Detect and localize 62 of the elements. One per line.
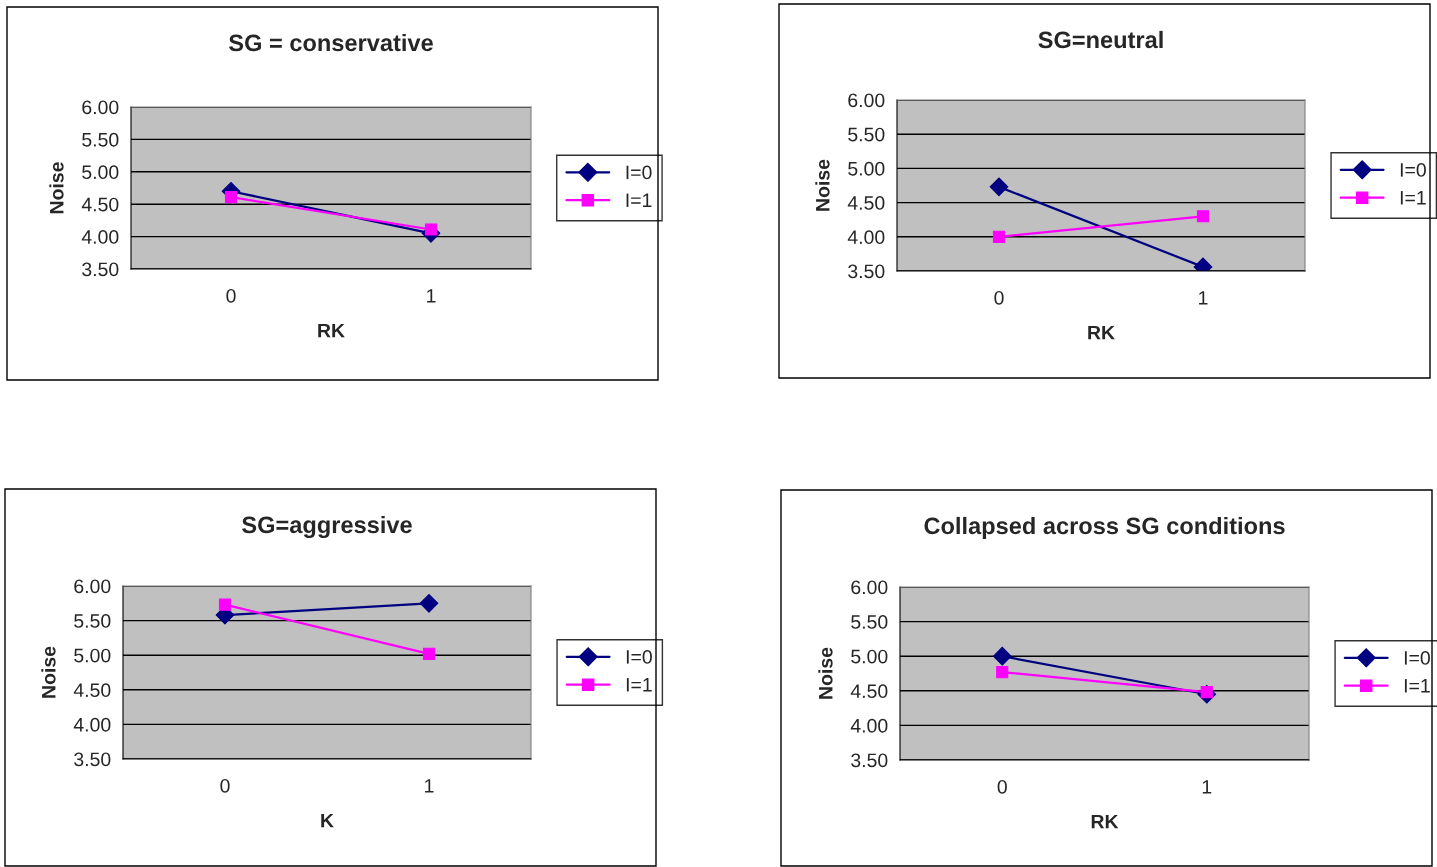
y-axis-title: Noise <box>41 646 56 698</box>
y-tick-label: 4.50 <box>81 197 119 212</box>
x-axis-title: RK <box>1088 325 1115 340</box>
y-tick-label: 5.50 <box>74 614 111 628</box>
y-tick-label: 6.00 <box>74 579 111 594</box>
legend-label: I=1 <box>1400 191 1426 205</box>
y-tick-label: 6.00 <box>82 100 119 115</box>
x-axis-title: K <box>321 813 334 828</box>
x-tick-label: 1 <box>427 289 436 303</box>
legend-label: I=0 <box>626 650 652 664</box>
legend-label: I=1 <box>626 678 652 692</box>
y-tick-label: 4.00 <box>847 230 885 245</box>
chart-title: SG = conservative <box>228 33 433 52</box>
x-tick-label: 0 <box>997 779 1007 794</box>
point <box>996 666 1009 679</box>
point <box>1196 210 1210 223</box>
x-axis-title: RK <box>318 323 345 338</box>
y-tick-label: 5.50 <box>82 132 119 147</box>
y-tick-label: 6.00 <box>848 93 885 108</box>
x-axis-title: RK <box>1091 814 1119 829</box>
point <box>218 598 232 611</box>
legend-label: I=1 <box>1404 679 1430 693</box>
point <box>424 223 438 236</box>
y-tick-label: 6.00 <box>851 580 888 595</box>
x-tick-label: 1 <box>1199 291 1208 305</box>
chart-title: SG=neutral <box>1038 30 1163 49</box>
x-tick-label: 1 <box>425 779 434 793</box>
y-tick-label: 4.50 <box>847 196 885 210</box>
y-tick-label: 5.50 <box>848 127 885 142</box>
y-tick-label: 3.50 <box>848 264 885 279</box>
x-tick-label: 0 <box>994 290 1004 305</box>
point <box>419 593 439 613</box>
y-tick-label: 5.00 <box>848 161 885 176</box>
y-tick-label: 4.50 <box>850 684 888 699</box>
y-axis-title: Noise <box>49 162 64 214</box>
y-tick-label: 3.50 <box>851 753 888 768</box>
y-tick-label: 5.50 <box>851 615 888 629</box>
chart-title: Collapsed across SG conditions <box>924 516 1285 539</box>
legend-label: I=1 <box>626 193 652 207</box>
y-axis-title: Noise <box>818 647 833 699</box>
y-tick-label: 3.50 <box>82 262 119 277</box>
y-tick-label: 5.00 <box>74 648 111 663</box>
x-tick-label: 0 <box>220 778 230 793</box>
legend-label: I=0 <box>1400 163 1426 177</box>
point <box>224 191 238 204</box>
x-tick-label: 1 <box>1202 780 1212 794</box>
point <box>989 177 1009 197</box>
point <box>422 647 436 660</box>
y-tick-label: 4.00 <box>81 230 119 244</box>
y-tick-label: 5.00 <box>851 649 888 664</box>
x-tick-label: 0 <box>226 288 236 303</box>
y-tick-label: 3.50 <box>74 752 111 767</box>
y-axis-title: Noise <box>815 159 830 211</box>
chart-title: SG=aggressive <box>242 515 412 538</box>
y-tick-label: 4.50 <box>73 683 111 698</box>
y-tick-label: 4.00 <box>73 717 111 732</box>
y-tick-label: 5.00 <box>82 165 119 180</box>
y-tick-label: 4.00 <box>850 718 888 733</box>
legend-label: I=0 <box>626 165 652 180</box>
legend-label: I=0 <box>1404 651 1430 665</box>
point <box>992 230 1006 243</box>
point <box>992 646 1012 666</box>
